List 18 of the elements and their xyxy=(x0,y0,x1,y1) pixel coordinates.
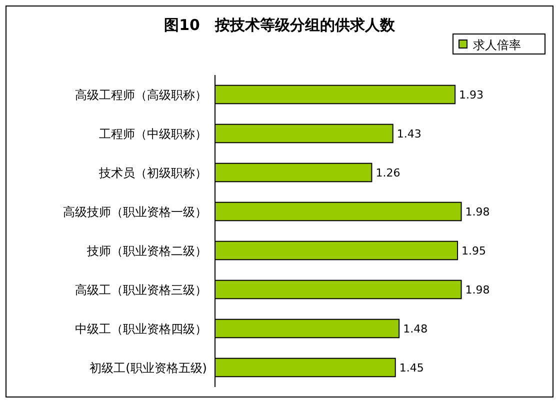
data-label: 1.26 xyxy=(376,166,400,180)
y-tick-label: 中级工（职业资格四级） xyxy=(75,322,207,336)
data-label: 1.98 xyxy=(465,206,490,218)
data-label: 1.43 xyxy=(396,128,422,140)
y-tick-label: 技师（职业资格二级） xyxy=(86,244,207,258)
data-label: 1.93 xyxy=(459,88,484,102)
data-label: 1.48 xyxy=(403,322,428,336)
data-label: 1.95 xyxy=(462,244,486,258)
y-tick-label: 初级工(职业资格五级) xyxy=(90,361,207,375)
y-tick-label: 高级工（职业资格三级） xyxy=(75,283,207,297)
y-tick-label: 高级工程师（高级职称） xyxy=(75,88,207,102)
chart-title: 图10 按技术等级分组的供求人数 xyxy=(164,16,396,34)
data-label: 1.98 xyxy=(465,284,490,296)
y-tick-label: 高级技师（职业资格一级） xyxy=(63,205,207,219)
data-label: 1.45 xyxy=(399,362,424,374)
y-tick-label: 技术员（初级职称） xyxy=(98,166,207,180)
y-tick-label: 工程师（中级职称） xyxy=(99,127,207,141)
legend-label: 求人倍率 xyxy=(473,38,521,52)
